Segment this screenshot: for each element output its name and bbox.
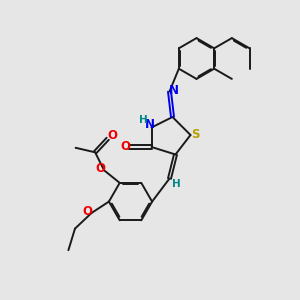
Text: S: S — [191, 128, 200, 142]
Text: H: H — [172, 179, 181, 189]
Text: O: O — [82, 205, 92, 218]
Text: H: H — [139, 115, 148, 125]
Text: O: O — [107, 129, 117, 142]
Text: N: N — [145, 118, 155, 131]
Text: O: O — [95, 162, 105, 175]
Text: N: N — [169, 84, 179, 97]
Text: O: O — [120, 140, 130, 153]
